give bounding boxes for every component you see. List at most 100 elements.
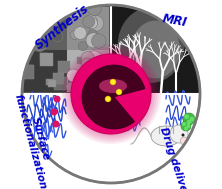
Circle shape (98, 78, 114, 94)
Bar (22, 5, 111, 94)
Circle shape (81, 58, 93, 69)
Circle shape (87, 1, 101, 15)
Circle shape (85, 51, 103, 68)
Circle shape (40, 19, 58, 37)
Circle shape (91, 34, 106, 48)
Bar (67, 50, 109, 92)
Circle shape (87, 65, 101, 78)
Circle shape (129, 110, 133, 114)
Circle shape (99, 58, 115, 74)
Circle shape (183, 113, 195, 125)
Circle shape (32, 20, 49, 36)
Ellipse shape (118, 7, 184, 83)
Bar (53, 73, 64, 84)
Circle shape (51, 0, 70, 19)
Circle shape (49, 7, 66, 24)
Circle shape (44, 10, 63, 29)
Circle shape (22, 5, 200, 183)
Circle shape (110, 79, 116, 85)
Circle shape (122, 112, 130, 120)
Circle shape (67, 69, 80, 82)
Circle shape (88, 30, 98, 40)
Circle shape (52, 31, 63, 42)
Circle shape (74, 27, 87, 40)
Bar (77, 57, 83, 64)
Circle shape (78, 41, 87, 51)
Circle shape (103, 56, 112, 64)
Circle shape (21, 1, 38, 18)
Bar (67, 7, 109, 50)
Circle shape (126, 114, 130, 118)
Circle shape (116, 89, 122, 95)
Text: Synthesis: Synthesis (33, 2, 91, 52)
Circle shape (65, 48, 157, 140)
Circle shape (54, 95, 61, 102)
Circle shape (61, 44, 161, 144)
Circle shape (187, 120, 191, 124)
Circle shape (55, 8, 71, 24)
Circle shape (31, 35, 48, 51)
Bar (22, 65, 33, 76)
Circle shape (24, 9, 36, 21)
Circle shape (76, 73, 91, 89)
Circle shape (124, 116, 128, 120)
Circle shape (182, 122, 186, 126)
Circle shape (71, 54, 151, 134)
Ellipse shape (180, 137, 188, 145)
Bar (24, 50, 67, 92)
Text: Drug delivery: Drug delivery (158, 126, 192, 189)
Circle shape (63, 46, 159, 142)
Ellipse shape (99, 79, 127, 93)
Bar (111, 5, 200, 94)
Ellipse shape (131, 21, 180, 78)
Bar (40, 53, 53, 66)
Circle shape (186, 124, 190, 128)
Circle shape (122, 99, 136, 113)
Circle shape (170, 125, 188, 143)
Circle shape (81, 52, 95, 65)
Circle shape (105, 96, 111, 102)
Circle shape (35, 37, 48, 50)
Circle shape (93, 62, 109, 77)
Circle shape (21, 18, 35, 33)
Circle shape (130, 103, 135, 109)
Text: MRI: MRI (162, 12, 188, 30)
Circle shape (54, 2, 69, 17)
Circle shape (35, 10, 46, 21)
Circle shape (190, 117, 194, 121)
Circle shape (184, 114, 189, 119)
Circle shape (93, 82, 107, 96)
Ellipse shape (151, 126, 181, 146)
Circle shape (40, 8, 59, 27)
Bar (68, 75, 77, 83)
Circle shape (87, 18, 98, 29)
Circle shape (52, 121, 59, 128)
Circle shape (70, 30, 79, 40)
Circle shape (184, 126, 188, 130)
Circle shape (36, 22, 53, 39)
Bar (97, 79, 103, 85)
Circle shape (66, 3, 82, 18)
Circle shape (47, 10, 69, 32)
Circle shape (84, 15, 97, 29)
Text: Surface
functionalization: Surface functionalization (12, 90, 59, 189)
Circle shape (86, 33, 101, 48)
Circle shape (123, 100, 129, 106)
Bar (58, 61, 70, 73)
Bar (20, 65, 34, 79)
Circle shape (88, 15, 104, 31)
Bar (46, 79, 53, 85)
Circle shape (131, 115, 135, 119)
Circle shape (75, 81, 92, 98)
Circle shape (50, 108, 57, 115)
Circle shape (69, 52, 153, 136)
Circle shape (133, 112, 137, 116)
Circle shape (67, 50, 155, 138)
Circle shape (28, 22, 43, 38)
Circle shape (103, 98, 109, 105)
Circle shape (128, 109, 138, 119)
Ellipse shape (91, 72, 111, 84)
Circle shape (123, 113, 126, 116)
Bar (48, 80, 56, 87)
Circle shape (126, 107, 132, 112)
